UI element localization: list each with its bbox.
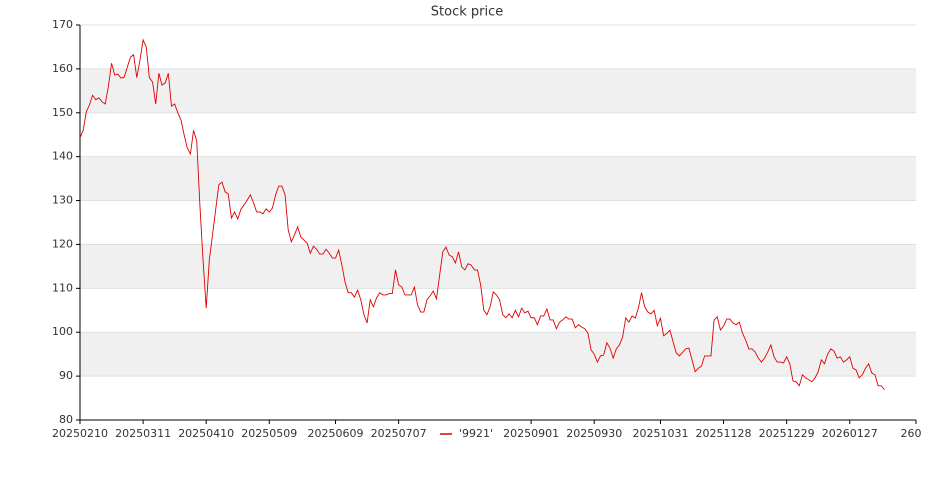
x-tick-label: 20250901 xyxy=(503,427,559,440)
x-tick-label: 20251031 xyxy=(632,427,688,440)
x-tick-label: 20251229 xyxy=(759,427,815,440)
y-tick-label: 130 xyxy=(52,194,73,207)
chart-title: Stock price xyxy=(431,5,503,20)
legend: '9921' xyxy=(434,426,498,442)
x-tick-label: 260 xyxy=(901,427,922,440)
x-tick-label: 20250609 xyxy=(308,427,364,440)
y-tick-label: 80 xyxy=(59,413,73,426)
x-tick-label: 20250410 xyxy=(178,427,234,440)
grid-band xyxy=(80,156,916,201)
grid-band xyxy=(80,332,916,377)
x-tick-label: 20250311 xyxy=(115,427,171,440)
x-tick-label: 20250707 xyxy=(371,427,427,440)
y-tick-label: 150 xyxy=(52,106,73,119)
x-tick-label: 20250930 xyxy=(566,427,622,440)
y-tick-label: 140 xyxy=(52,150,73,163)
grid-band xyxy=(80,244,916,289)
y-tick-label: 110 xyxy=(52,281,73,294)
y-tick-label: 100 xyxy=(52,325,73,338)
y-tick-label: 120 xyxy=(52,237,73,250)
x-tick-label: 20260127 xyxy=(822,427,878,440)
grid-band xyxy=(80,68,916,113)
legend-box xyxy=(434,426,498,442)
price-line xyxy=(79,38,885,391)
legend-label: '9921' xyxy=(459,427,493,440)
y-tick-label: 160 xyxy=(52,62,73,75)
y-tick-label: 170 xyxy=(52,18,73,31)
y-tick-label: 90 xyxy=(59,369,73,382)
x-tick-label: 20251128 xyxy=(696,427,752,440)
x-tick-label: 20250509 xyxy=(241,427,297,440)
x-tick-label: 20250210 xyxy=(52,427,108,440)
